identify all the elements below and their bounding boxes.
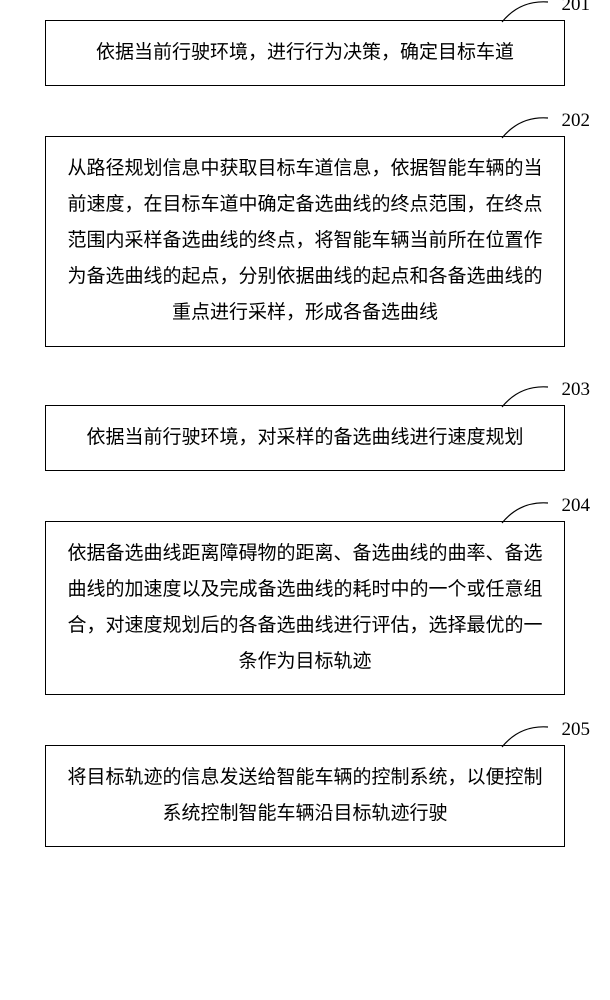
callout-label: 203	[562, 379, 591, 401]
flow-step-205: 205 将目标轨迹的信息发送给智能车辆的控制系统，以便控制系统控制智能车辆沿目标…	[30, 745, 580, 847]
flow-step-202: 202 从路径规划信息中获取目标车道信息，依据智能车辆的当前速度，在目标车道中确…	[30, 136, 580, 346]
callout-205: 205	[500, 723, 590, 745]
arrow-down-icon	[304, 471, 306, 521]
arrow-down-icon	[304, 347, 306, 405]
callout-201: 201	[500, 0, 590, 20]
callout-204: 204	[500, 499, 590, 521]
callout-curve-icon	[500, 499, 560, 525]
flow-step-204: 204 依据备选曲线距离障碍物的距离、备选曲线的曲率、备选曲线的加速度以及完成备…	[30, 521, 580, 695]
callout-curve-icon	[500, 0, 560, 24]
callout-label: 205	[562, 719, 591, 741]
callout-202: 202	[500, 114, 590, 136]
flow-step-201: 201 依据当前行驶环境，进行行为决策，确定目标车道	[30, 20, 580, 86]
step-box: 将目标轨迹的信息发送给智能车辆的控制系统，以便控制系统控制智能车辆沿目标轨迹行驶	[45, 745, 565, 847]
arrow-down-icon	[304, 695, 306, 745]
step-box: 从路径规划信息中获取目标车道信息，依据智能车辆的当前速度，在目标车道中确定备选曲…	[45, 136, 565, 346]
callout-curve-icon	[500, 383, 560, 409]
callout-label: 204	[562, 495, 591, 517]
step-box: 依据备选曲线距离障碍物的距离、备选曲线的曲率、备选曲线的加速度以及完成备选曲线的…	[45, 521, 565, 695]
callout-203: 203	[500, 383, 590, 405]
step-box: 依据当前行驶环境，对采样的备选曲线进行速度规划	[45, 405, 565, 471]
arrow-down-icon	[304, 86, 306, 136]
step-box: 依据当前行驶环境，进行行为决策，确定目标车道	[45, 20, 565, 86]
flow-step-203: 203 依据当前行驶环境，对采样的备选曲线进行速度规划	[30, 405, 580, 471]
flowchart-container: 201 依据当前行驶环境，进行行为决策，确定目标车道 202 从路径规划信息中获…	[30, 20, 580, 847]
callout-label: 201	[562, 0, 591, 16]
callout-curve-icon	[500, 723, 560, 749]
callout-label: 202	[562, 110, 591, 132]
callout-curve-icon	[500, 114, 560, 140]
